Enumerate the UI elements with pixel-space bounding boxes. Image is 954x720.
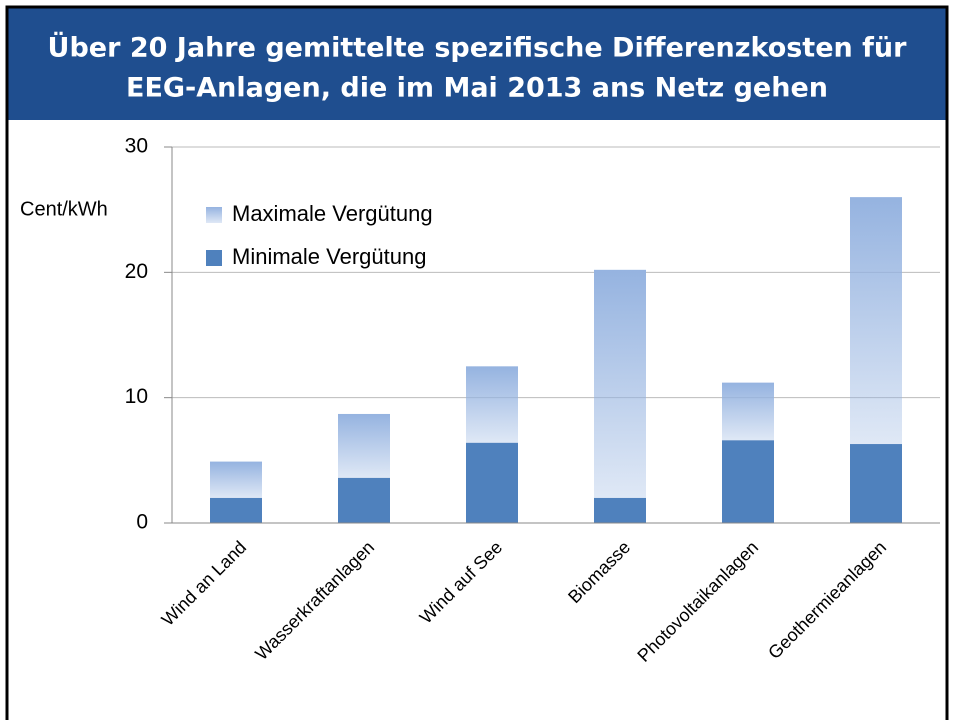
bar-segment <box>594 497 646 523</box>
bar-segment <box>850 444 902 523</box>
title-band <box>7 7 947 120</box>
y-axis-label: Cent/kWh <box>20 198 108 220</box>
y-tick-label: 10 <box>125 385 148 408</box>
y-tick-label: 0 <box>136 511 148 534</box>
bar-segment <box>210 497 262 523</box>
bar-segment <box>338 477 390 523</box>
chart-title: EEG-Anlagen, die im Mai 2013 ans Netz ge… <box>126 73 828 104</box>
y-tick-label: 30 <box>125 135 148 158</box>
bar-segment <box>466 366 518 443</box>
bar-segment <box>722 440 774 523</box>
chart-title: Über 20 Jahre gemittelte spezifische Dif… <box>48 31 908 64</box>
bar-segment <box>594 269 646 498</box>
bar-segment <box>338 413 390 478</box>
legend-label: Maximale Vergütung <box>232 201 433 226</box>
bar-segment <box>722 382 774 441</box>
bar-segment <box>210 461 262 498</box>
y-tick-label: 20 <box>125 260 148 283</box>
bar-segment <box>850 197 902 445</box>
legend-label: Minimale Vergütung <box>232 244 426 269</box>
bar-segment <box>466 442 518 523</box>
legend-swatch <box>206 250 222 266</box>
slide-border <box>5 5 949 720</box>
legend-swatch <box>206 207 222 223</box>
